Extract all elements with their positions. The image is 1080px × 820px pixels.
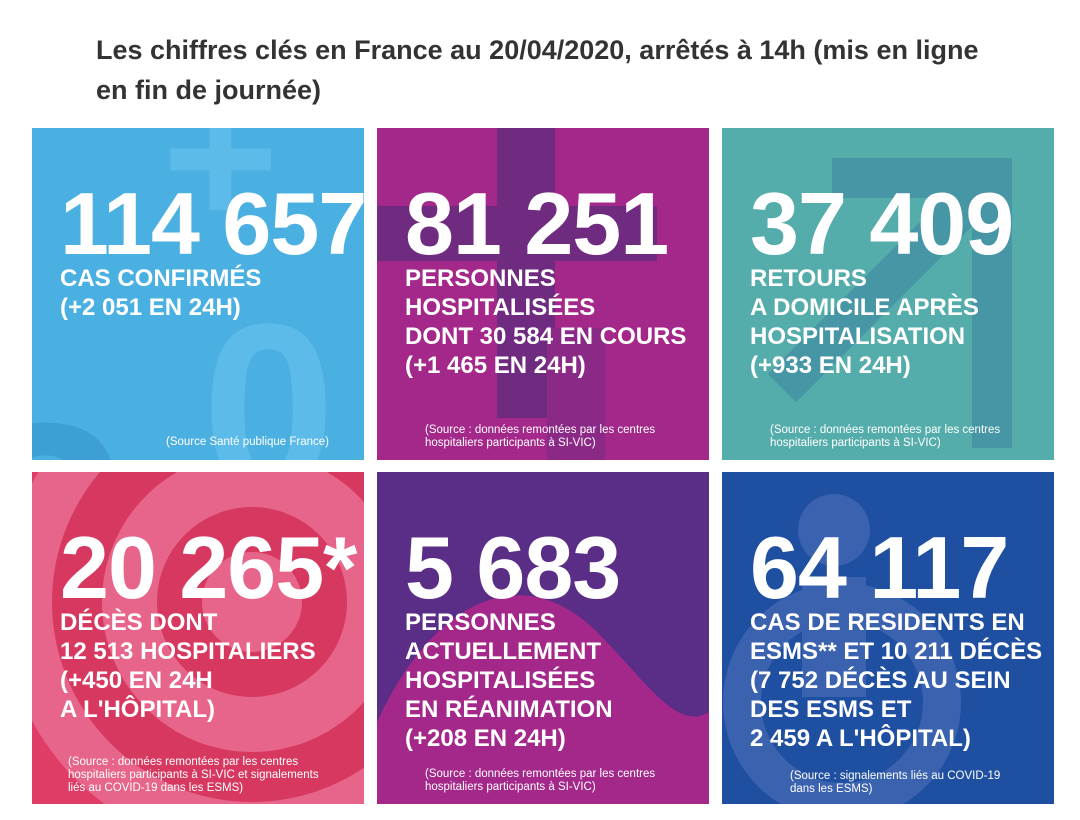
background-digit-2-shape: 2 bbox=[32, 378, 129, 460]
card-confirmed-cases: 2 0 + 114 657 CAS CONFIRMÉS (+2 051 EN 2… bbox=[32, 128, 364, 460]
background-accessibility-shape bbox=[723, 494, 961, 804]
page-title: Les chiffres clés en France au 20/04/202… bbox=[96, 35, 979, 105]
intensive-care-label: PERSONNES ACTUELLEMENT HOSPITALISÉES EN … bbox=[405, 609, 613, 752]
background-cross-shape bbox=[377, 128, 657, 460]
hospitalized-number: 81 251 bbox=[405, 174, 669, 273]
esms-residents-label: CAS DE RESIDENTS EN ESMS** ET 10 211 DÉC… bbox=[750, 609, 1043, 752]
card-deaths: 20 265* DÉCÈS DONT 12 513 HOSPITALIERS (… bbox=[32, 472, 364, 804]
hospitalized-label: PERSONNES HOSPITALISÉES DONT 30 584 EN C… bbox=[405, 265, 687, 379]
intensive-care-source: (Source : données remontées par les cent… bbox=[425, 768, 656, 793]
deaths-label: DÉCÈS DONT 12 513 HOSPITALIERS (+450 EN … bbox=[60, 609, 316, 723]
returned-home-source: (Source : données remontées par les cent… bbox=[770, 424, 1001, 449]
confirmed-cases-number: 114 657 bbox=[60, 174, 364, 273]
background-target-shape bbox=[32, 472, 364, 804]
card-esms-residents: 64 117 CAS DE RESIDENTS EN ESMS** ET 10 … bbox=[722, 472, 1054, 804]
deaths-number: 20 265* bbox=[60, 518, 357, 617]
returned-home-number: 37 409 bbox=[750, 174, 1014, 273]
deaths-source: (Source : données remontées par les cent… bbox=[68, 756, 319, 794]
esms-residents-source: (Source : signalements liés au COVID-19 … bbox=[790, 770, 1001, 795]
card-hospitalized: 81 251 PERSONNES HOSPITALISÉES DONT 30 5… bbox=[377, 128, 709, 460]
card-returned-home: 37 409 RETOURS A DOMICILE APRÈS HOSPITAL… bbox=[722, 128, 1054, 460]
returned-home-label: RETOURS A DOMICILE APRÈS HOSPITALISATION… bbox=[750, 265, 979, 379]
background-arrow-shape bbox=[767, 158, 1012, 448]
intensive-care-number: 5 683 bbox=[405, 518, 621, 617]
confirmed-cases-label: CAS CONFIRMÉS (+2 051 EN 24H) bbox=[60, 265, 262, 321]
background-wave-shape bbox=[377, 595, 709, 804]
esms-residents-number: 64 117 bbox=[750, 518, 1009, 617]
hospitalized-source: (Source : données remontées par les cent… bbox=[425, 424, 656, 449]
card-intensive-care: 5 683 PERSONNES ACTUELLEMENT HOSPITALISÉ… bbox=[377, 472, 709, 804]
confirmed-cases-source: (Source Santé publique France) bbox=[166, 436, 330, 448]
